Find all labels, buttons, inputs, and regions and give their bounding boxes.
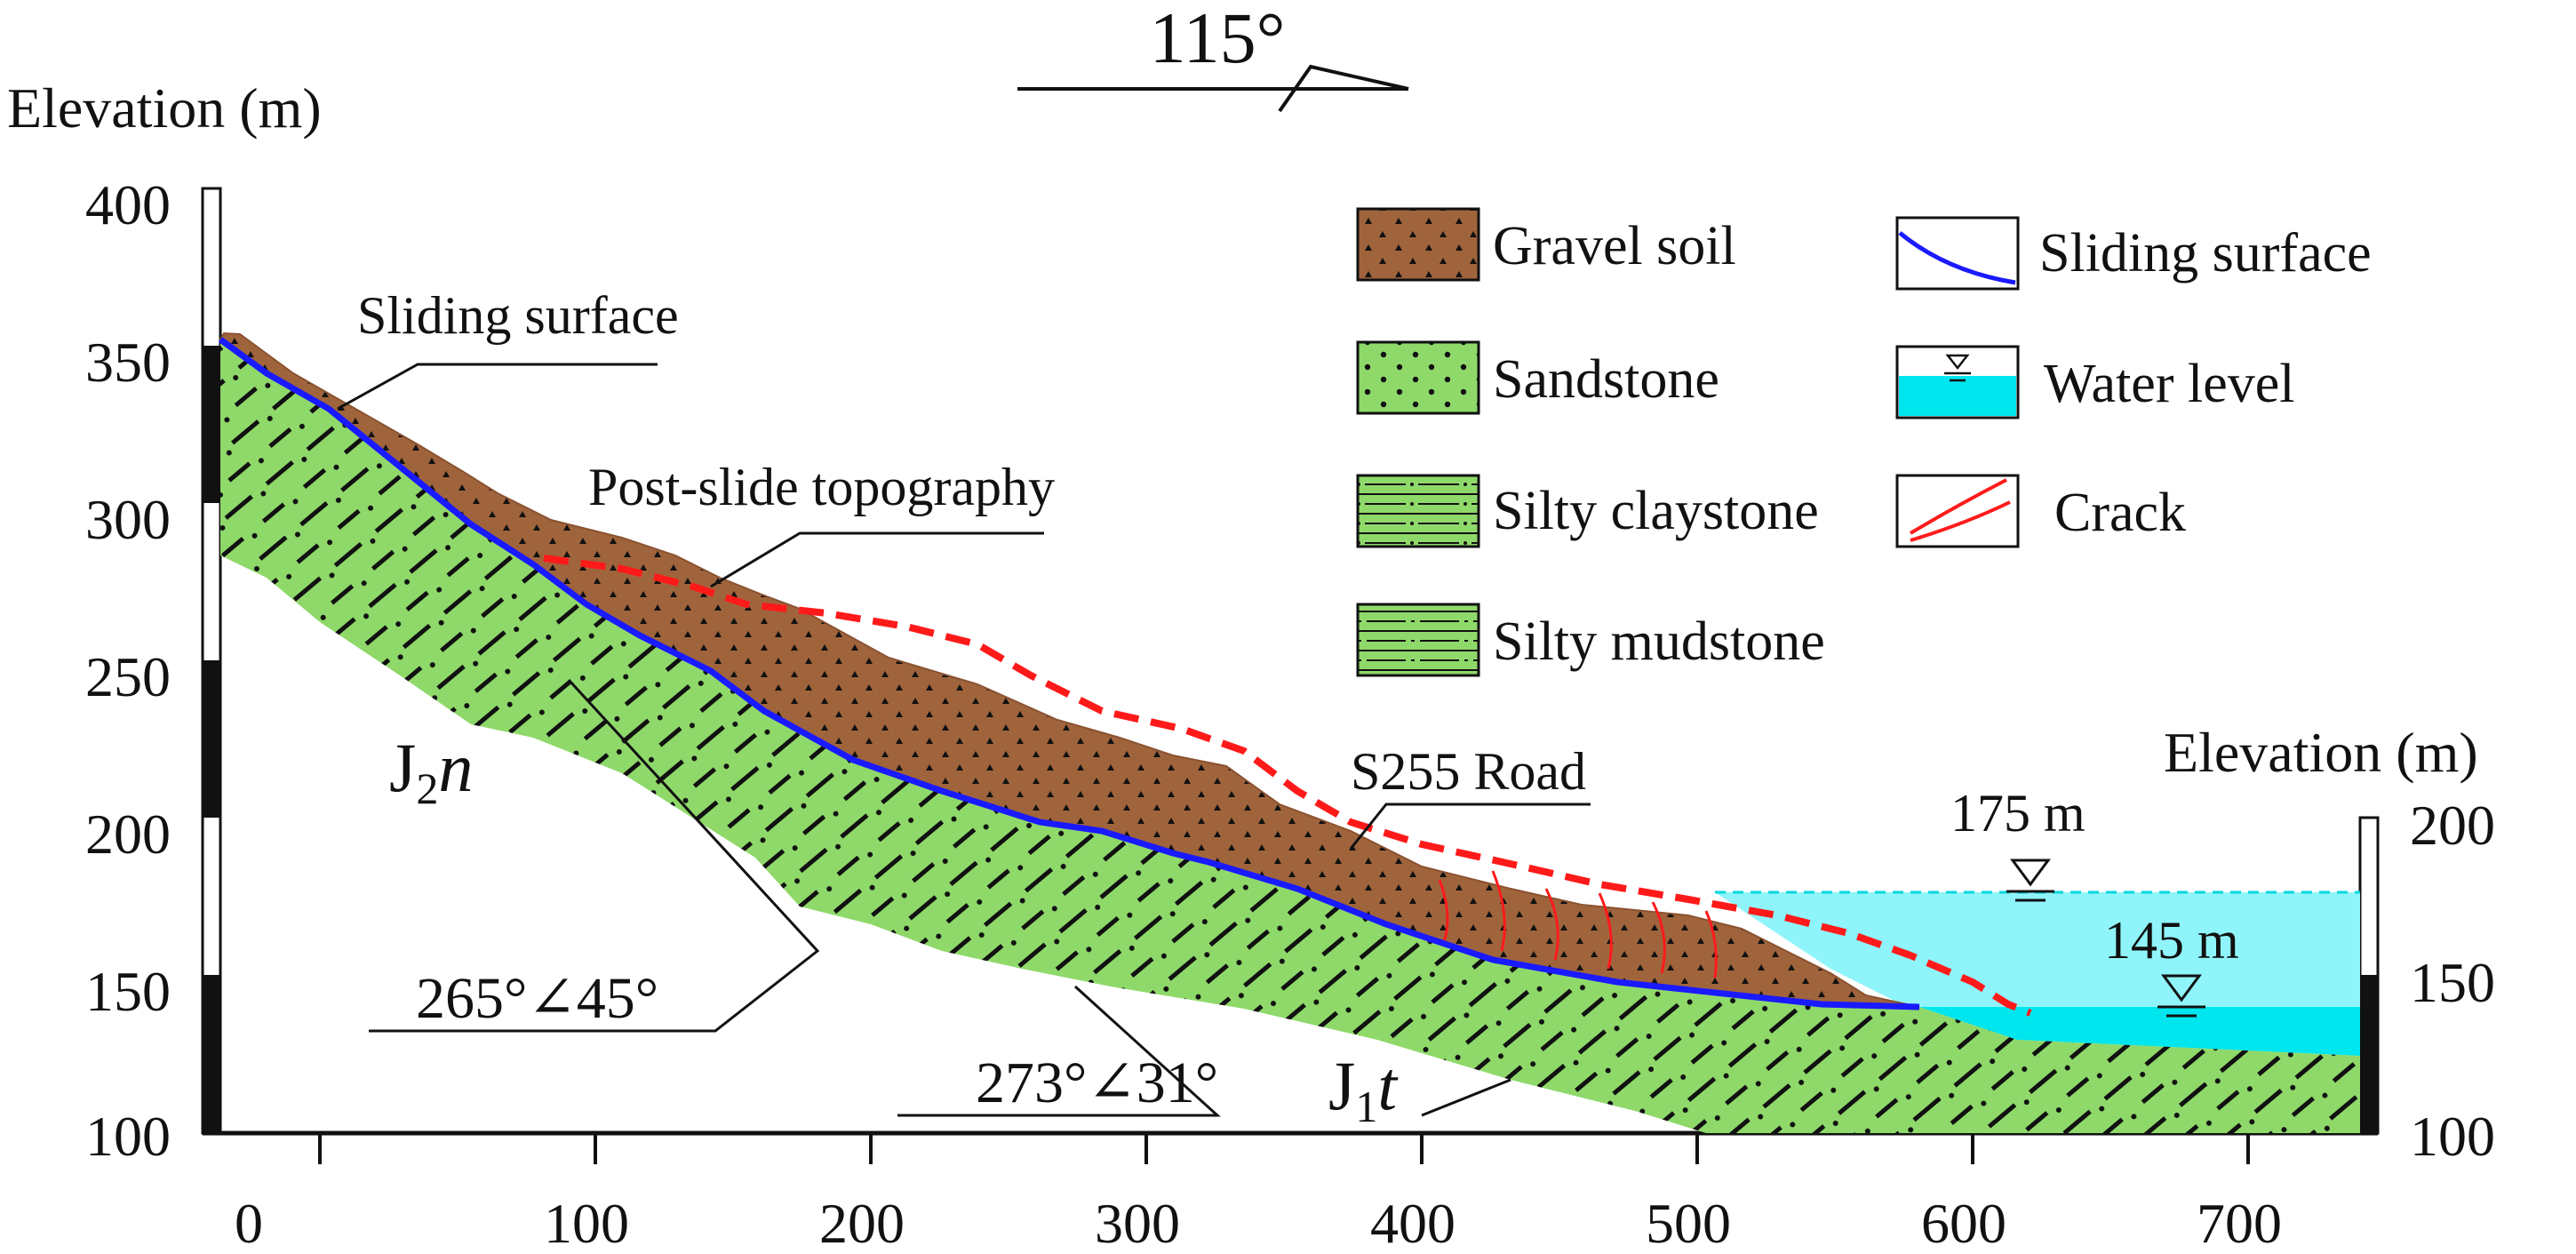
left-tick: 200	[85, 803, 171, 866]
right-axis-ticks: 200 150 100	[2410, 794, 2495, 1168]
left-tick: 250	[85, 645, 171, 708]
leader-lines	[337, 363, 1591, 1117]
sliding-surface-annotation: Sliding surface	[357, 286, 679, 345]
j2n-formation-label: J2n	[389, 729, 473, 813]
legend-mudstone-swatch	[1356, 603, 1480, 677]
x-tick: 700	[2197, 1192, 2282, 1254]
left-tick: 150	[85, 960, 171, 1023]
legend-sandstone-swatch	[1356, 340, 1480, 415]
right-axis-title: Elevation (m)	[2164, 721, 2478, 784]
water-level-145-symbol-icon	[2157, 974, 2205, 1018]
legend-crack-swatch	[1895, 474, 2020, 548]
legend: Gravel soil Sandstone Silty claystone Si…	[1356, 207, 2372, 677]
right-tick: 100	[2410, 1105, 2495, 1168]
s255-road-annotation: S255 Road	[1351, 742, 1586, 801]
legend-claystone-swatch	[1356, 474, 1480, 548]
orientation-arrow-icon	[1278, 64, 1409, 113]
sliding-surface-line	[218, 337, 1920, 1010]
right-tick: 150	[2410, 951, 2495, 1014]
legend-sliding-line-icon	[1898, 231, 2016, 285]
orientation-marker: 115°	[1017, 0, 1409, 113]
x-tick: 400	[1370, 1192, 1455, 1254]
water-145	[1919, 1007, 2360, 1056]
x-tick: 200	[819, 1192, 905, 1254]
attitude-265-label: 265°∠45°	[416, 966, 658, 1031]
legend-gravel-label: Gravel soil	[1493, 216, 1736, 276]
legend-sandstone-label: Sandstone	[1493, 349, 1719, 410]
right-scale-bar	[2358, 816, 2380, 1135]
attitude-273-label: 273°∠31°	[976, 1050, 1218, 1115]
legend-mudstone-label: Silty mudstone	[1493, 611, 1825, 672]
x-tick: 500	[1646, 1192, 1731, 1254]
bottom-axis: 0 100 200 300 400 500 600 700	[203, 1130, 2378, 1254]
x-tick: 100	[544, 1192, 629, 1254]
left-tick: 350	[85, 331, 171, 394]
x-tick: 300	[1095, 1192, 1180, 1254]
legend-water-swatch	[1895, 345, 2020, 419]
cracks	[1438, 870, 1718, 978]
bedrock	[220, 339, 2360, 1133]
post-slide-topography-line	[543, 555, 2032, 1017]
j1t-formation-label: J1t	[1328, 1047, 1399, 1131]
orientation-label: 115°	[1150, 0, 1286, 78]
left-tick: 100	[85, 1105, 171, 1168]
left-tick: 400	[85, 173, 171, 236]
legend-claystone-label: Silty claystone	[1493, 481, 1819, 541]
left-scale-bar	[201, 187, 222, 1135]
post-slide-topography-annotation: Post-slide topography	[588, 458, 1055, 516]
legend-sliding-label: Sliding surface	[2039, 223, 2372, 284]
x-tick: 600	[1921, 1192, 2006, 1254]
legend-water-label: Water level	[2044, 354, 2294, 414]
left-tick: 300	[85, 488, 171, 551]
left-axis-ticks: 400 350 300 250 200 150 100	[85, 173, 171, 1168]
legend-crack-label: Crack	[2054, 483, 2186, 543]
water-level-145-label: 145 m	[2104, 911, 2239, 970]
right-tick: 200	[2410, 794, 2495, 857]
x-tick: 0	[235, 1192, 263, 1254]
water-level-175-symbol-icon	[2006, 859, 2054, 902]
legend-gravel-swatch	[1356, 207, 1480, 282]
left-axis-title: Elevation (m)	[7, 76, 322, 140]
water-level-175-label: 175 m	[1950, 784, 2086, 843]
